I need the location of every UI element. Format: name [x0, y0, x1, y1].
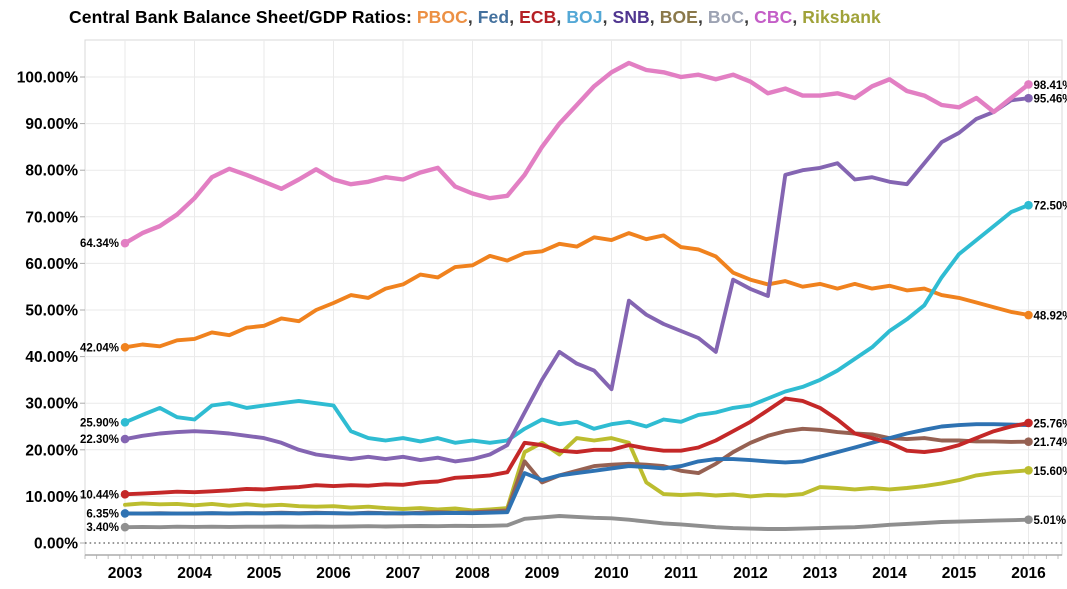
x-tick-label: 2006 [316, 565, 351, 582]
series-start-label-Fed: 6.35% [86, 508, 119, 520]
y-tick-label: 70.00% [25, 209, 78, 226]
series-line-Riksbank [123, 436, 1031, 513]
x-tick-label: 2008 [455, 565, 490, 582]
legend-separator: , [467, 7, 478, 27]
series-end-label-SNB: 95.46% [1034, 94, 1067, 106]
series-start-dot-BOJ [120, 418, 130, 427]
x-tick-label: 2016 [1011, 565, 1046, 582]
x-tick-label: 2003 [108, 565, 143, 582]
series-end-dot-BOJ [1024, 200, 1033, 210]
series-end-label-Riksbank: 15.60% [1034, 466, 1067, 478]
series-end-dot-SNB [1024, 93, 1033, 103]
legend-separator: , [697, 7, 708, 27]
series-end-dot-PBOC [1024, 310, 1033, 320]
y-tick-label: 50.00% [25, 303, 78, 320]
chart-title-text: Central Bank Balance Sheet/GDP Ratios: [69, 7, 412, 27]
y-tick-label: 60.00% [25, 256, 78, 273]
series-start-dot-CBC [120, 238, 130, 248]
y-tick-label: 40.00% [25, 349, 78, 366]
y-tick-label: 30.00% [25, 396, 78, 413]
x-tick-label: 2010 [594, 565, 628, 582]
series-start-label-SNB: 22.30% [80, 434, 119, 446]
series-start-label-PBOC: 42.04% [80, 342, 119, 354]
series-end-dot-BoC [1024, 515, 1033, 524]
legend-item-SNB: SNB [612, 7, 650, 27]
x-tick-label: 2009 [525, 565, 560, 582]
x-tick-label: 2012 [733, 565, 767, 582]
legend-separator: , [744, 7, 755, 27]
y-tick-label: 0.00% [34, 536, 78, 553]
series-line-CBC [122, 60, 1031, 246]
series-end-dot-Riksbank [1024, 466, 1033, 475]
legend-separator: , [556, 7, 567, 27]
series-line-ECB [123, 396, 1031, 497]
series-start-dot-Fed [120, 509, 130, 518]
series-line-PBOC [123, 231, 1031, 350]
legend-item-Riksbank: Riksbank [802, 7, 881, 27]
x-tick-label: 2005 [247, 565, 282, 582]
legend-item-Fed: Fed [477, 7, 510, 27]
chart-title: Central Bank Balance Sheet/GDP Ratios: P… [69, 7, 881, 28]
x-tick-label: 2015 [942, 565, 977, 582]
series-end-label-BoC: 5.01% [1034, 515, 1067, 527]
x-tick-label: 2014 [872, 565, 907, 582]
x-tick-label: 2013 [803, 565, 838, 582]
series-line-SNB [123, 96, 1031, 464]
legend-separator: , [509, 7, 520, 27]
y-tick-label: 10.00% [25, 489, 78, 506]
series-start-dot-SNB [120, 434, 130, 444]
series-end-dot-CBC [1024, 80, 1033, 89]
legend-separator: , [649, 7, 660, 27]
y-tick-label: 100.00% [17, 70, 78, 87]
series-start-label-BOJ: 25.90% [80, 417, 119, 429]
legend: PBOC, Fed, ECB, BOJ, SNB, BOE, BoC, CBC,… [417, 7, 881, 27]
series-end-dot-ECB [1024, 418, 1033, 428]
plot-border [84, 39, 1063, 556]
series-start-label-CBC: 64.34% [80, 238, 119, 250]
series-start-label-BoC: 3.40% [86, 522, 119, 534]
x-tick-label: 2004 [177, 565, 212, 582]
series-end-label-PBOC: 48.92% [1034, 311, 1067, 323]
series-start-dot-PBOC [120, 342, 130, 352]
legend-separator: , [792, 7, 803, 27]
series-end-label-BOJ: 72.50% [1034, 201, 1067, 213]
legend-item-ECB: ECB [519, 7, 557, 27]
x-tick-label: 2007 [386, 565, 420, 582]
y-tick-label: 90.00% [25, 116, 78, 133]
series-end-label-ECB: 25.76% [1034, 418, 1067, 430]
y-tick-label: 80.00% [25, 163, 78, 180]
legend-item-BOE: BOE [659, 7, 698, 27]
legend-item-CBC: CBC [754, 7, 793, 27]
series-end-label-BOE: 21.74% [1034, 437, 1067, 449]
legend-item-BoC: BoC [707, 7, 745, 27]
series-line-BOJ [123, 203, 1031, 445]
series-line-BoC [123, 514, 1031, 531]
x-tick-label: 2011 [664, 565, 698, 582]
legend-item-PBOC: PBOC [416, 7, 468, 27]
series-start-label-ECB: 10.44% [80, 489, 119, 501]
series-end-dot-BOE [1024, 437, 1033, 446]
series-start-dot-ECB [120, 490, 130, 499]
legend-item-BOJ: BOJ [566, 7, 603, 27]
legend-separator: , [602, 7, 613, 27]
y-tick-label: 20.00% [25, 442, 78, 459]
series-start-dot-BoC [120, 522, 130, 532]
series-end-label-CBC: 98.41% [1034, 80, 1067, 92]
